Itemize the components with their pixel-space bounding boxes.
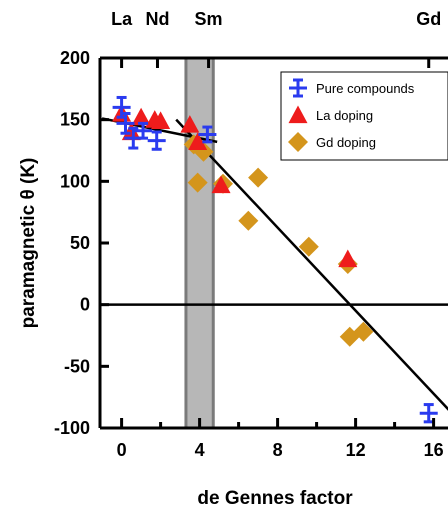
x-tick-label: 0 [117, 440, 127, 460]
point-gd-doping-6 [248, 167, 269, 188]
shaded-band [184, 58, 215, 428]
top-tick-label-sm: Sm [195, 9, 223, 29]
point-gd-doping-3 [187, 172, 208, 193]
point-gd-doping-10 [353, 321, 374, 342]
top-tick-label-la: La [111, 9, 133, 29]
legend-box [280, 71, 448, 161]
point-la-doping-8 [211, 175, 231, 194]
point-pure-7 [419, 403, 438, 424]
point-la-doping-3 [131, 107, 151, 126]
x-axis-title: de Gennes factor [197, 488, 353, 509]
top-tick-label-gd: Gd [416, 9, 441, 29]
fit-line-2 [175, 118, 448, 411]
point-pure-4 [134, 121, 153, 140]
y-tick-label: 200 [60, 48, 90, 68]
point-la-doping-7 [188, 132, 208, 150]
y-tick-label: -50 [64, 356, 90, 376]
point-gd-doping-7 [298, 236, 319, 257]
legend-marker-pure [289, 78, 307, 98]
point-la-doping-6 [180, 115, 200, 133]
point-gd-doping-5 [238, 210, 259, 231]
point-pure-6 [198, 125, 217, 144]
x-tick-label: 12 [346, 440, 366, 460]
legend-label-la-doping: La doping [316, 108, 373, 123]
point-la-doping-2 [121, 122, 141, 141]
y-tick-label: 0 [80, 295, 90, 315]
y-tick-label: -100 [54, 418, 90, 438]
legend-label-pure: Pure compounds [316, 81, 415, 96]
y-tick-label: 50 [70, 233, 90, 253]
chart-legend: Pure compounds La doping Gd doping [280, 71, 448, 161]
legend-label-gd-doping: Gd doping [316, 135, 376, 150]
y-tick-label: 150 [60, 110, 90, 130]
y-axis-title: paramagnetic θ (K) [18, 158, 39, 329]
legend-marker-gd-doping [288, 132, 308, 152]
y-tick-label: 100 [60, 171, 90, 191]
x-tick-label: 4 [195, 440, 205, 460]
point-pure-5 [147, 130, 166, 151]
x-tick-label: 16 [424, 440, 444, 460]
top-tick-label-nd: Nd [145, 9, 169, 29]
point-la-doping-9 [338, 249, 358, 268]
point-pure-2 [116, 112, 135, 135]
x-tick-label: 8 [273, 440, 283, 460]
point-la-doping-5 [151, 111, 171, 129]
legend-marker-la-doping [288, 105, 308, 124]
